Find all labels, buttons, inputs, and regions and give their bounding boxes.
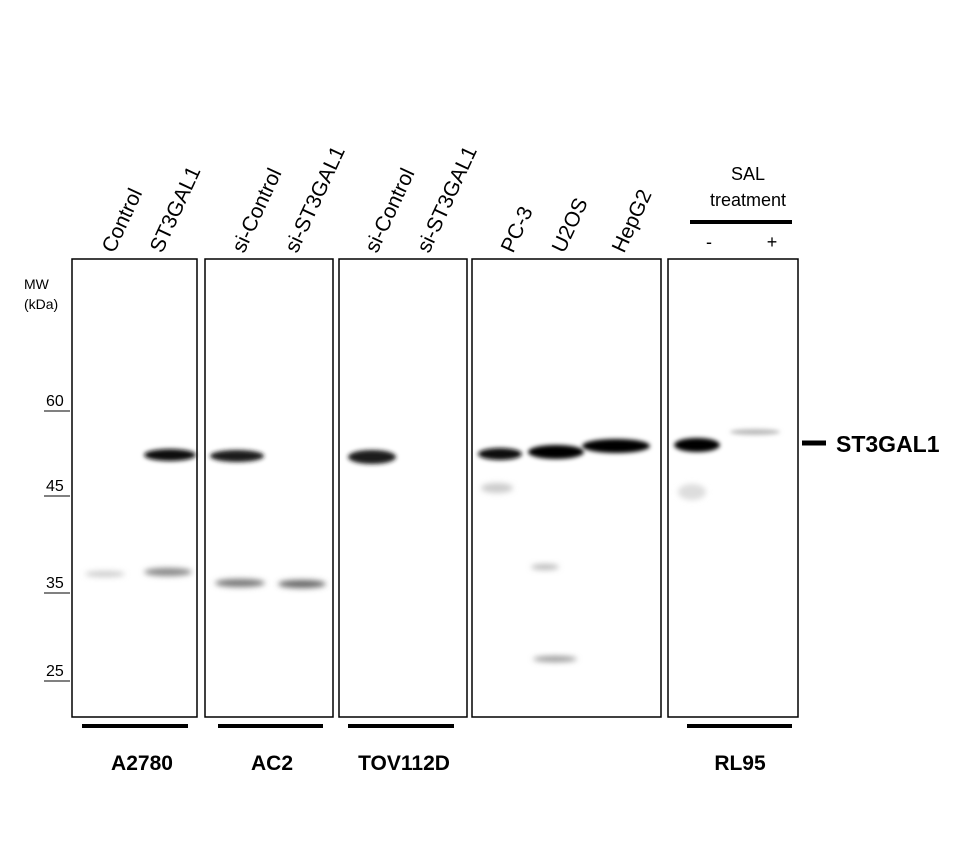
mw-marker: 45 <box>46 478 64 495</box>
lane-label: si-Control <box>228 165 287 256</box>
band <box>481 483 513 493</box>
panel <box>71 258 198 718</box>
panels <box>71 258 799 718</box>
treatment-label: SAL <box>731 164 765 184</box>
cell-line-label: RL95 <box>714 752 766 775</box>
treatment-plus: + <box>767 232 778 252</box>
band <box>478 448 522 460</box>
panel <box>338 258 468 718</box>
lane-label: si-Control <box>361 165 420 256</box>
band <box>533 656 577 662</box>
cell-line-label: A2780 <box>111 752 173 775</box>
cell-line-label: TOV112D <box>358 752 450 775</box>
lane-label: U2OS <box>548 195 593 257</box>
panel <box>667 258 799 718</box>
lane-label: HepG2 <box>608 186 657 256</box>
band <box>531 564 559 570</box>
band <box>528 445 584 459</box>
mw-title: MW <box>24 276 50 292</box>
band <box>678 484 706 500</box>
band <box>582 439 650 453</box>
band <box>210 450 264 462</box>
band <box>144 449 196 461</box>
mw-marker: 60 <box>46 393 64 410</box>
treatment-label: treatment <box>710 190 786 210</box>
band <box>215 579 265 587</box>
mw-marker: 35 <box>46 575 64 592</box>
lane-label: si-ST3GAL1 <box>413 143 482 256</box>
panel <box>204 258 334 718</box>
bands <box>85 429 780 662</box>
treatment-minus: - <box>706 232 712 252</box>
band <box>85 571 125 577</box>
bottom-bars <box>82 220 826 728</box>
target-label: ST3GAL1 <box>836 431 940 457</box>
band <box>278 580 326 588</box>
band <box>674 438 720 452</box>
panel <box>471 258 662 718</box>
lane-label: PC-3 <box>497 203 538 256</box>
cell-line-label: AC2 <box>251 752 293 775</box>
mw-marker: 25 <box>46 663 64 680</box>
lane-label: Control <box>98 185 147 256</box>
mw-unit: (kDa) <box>24 296 58 312</box>
band <box>144 568 192 576</box>
band <box>348 450 396 464</box>
lane-label: ST3GAL1 <box>146 163 206 256</box>
band <box>730 429 780 435</box>
lane-label: si-ST3GAL1 <box>281 143 350 256</box>
mw-axis: MW (kDa) <box>24 276 58 312</box>
